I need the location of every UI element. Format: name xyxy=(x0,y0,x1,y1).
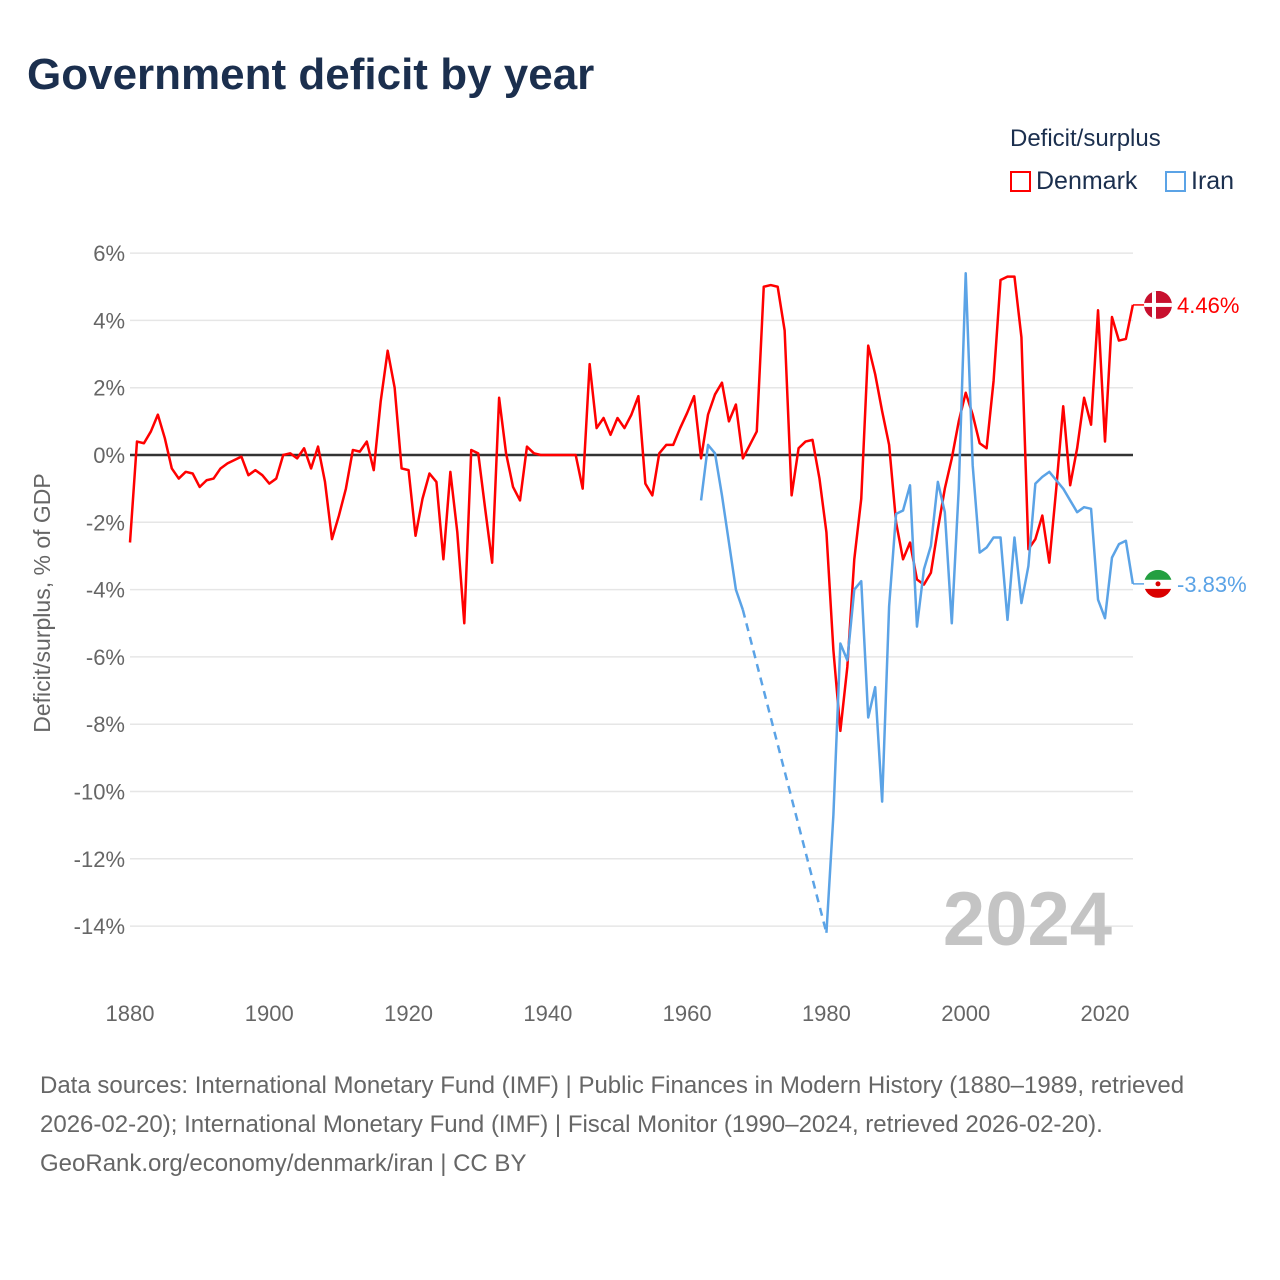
y-axis-label: Deficit/surplus, % of GDP xyxy=(29,473,55,732)
x-tick-label: 1980 xyxy=(802,1001,851,1026)
y-tick-label: -2% xyxy=(86,510,125,535)
legend-title: Deficit/surplus xyxy=(1010,125,1161,152)
y-tick-label: 0% xyxy=(93,443,125,468)
y-tick-label: -4% xyxy=(86,578,125,603)
x-tick-label: 1960 xyxy=(663,1001,712,1026)
legend-label-denmark: Denmark xyxy=(1036,167,1138,195)
x-tick-label: 1920 xyxy=(384,1001,433,1026)
y-tick-label: 4% xyxy=(93,308,125,333)
y-tick-label: -8% xyxy=(86,712,125,737)
plot-area: 6% 4% 2% 0% -2% -4% -6% -8% -10% -12% -14% 1880 1900… xyxy=(29,241,1247,1026)
footer: Data sources: International Monetary Fun… xyxy=(40,1066,1240,1183)
end-label-denmark: 4.46% xyxy=(1177,293,1239,318)
y-tick-label: 6% xyxy=(93,241,125,266)
series-line-iran xyxy=(825,272,1135,933)
y-tick-label: 2% xyxy=(93,376,125,401)
x-tick-label: 1900 xyxy=(245,1001,294,1026)
end-label-iran: -3.83% xyxy=(1177,572,1247,597)
x-tick-label: 2000 xyxy=(941,1001,990,1026)
legend-swatch-iran xyxy=(1165,171,1186,192)
series-line-iran xyxy=(699,443,745,611)
x-tick-label: 2020 xyxy=(1081,1001,1130,1026)
iran-flag-icon xyxy=(1144,569,1172,598)
y-tick-label: -12% xyxy=(74,847,125,872)
series-line-denmark xyxy=(128,275,1135,733)
series-gap-iran xyxy=(741,609,828,934)
data-sources: Data sources: International Monetary Fun… xyxy=(40,1072,1185,1138)
chart-title: Government deficit by year xyxy=(27,50,595,99)
denmark-flag-icon xyxy=(1144,290,1172,319)
year-watermark: 2024 xyxy=(943,877,1112,962)
y-tick-label: -10% xyxy=(74,780,125,805)
x-tick-label: 1880 xyxy=(106,1001,155,1026)
legend-label-iran: Iran xyxy=(1191,167,1235,195)
legend-swatch-denmark xyxy=(1010,171,1031,192)
x-tick-label: 1940 xyxy=(523,1001,572,1026)
legend-item-iran[interactable]: Iran xyxy=(1165,167,1234,196)
y-tick-label: -6% xyxy=(86,645,125,670)
credit-link[interactable]: GeoRank.org/economy/denmark/iran | CC BY xyxy=(40,1150,527,1177)
y-tick-label: -14% xyxy=(74,914,125,939)
legend-item-denmark[interactable]: Denmark xyxy=(1010,167,1137,196)
